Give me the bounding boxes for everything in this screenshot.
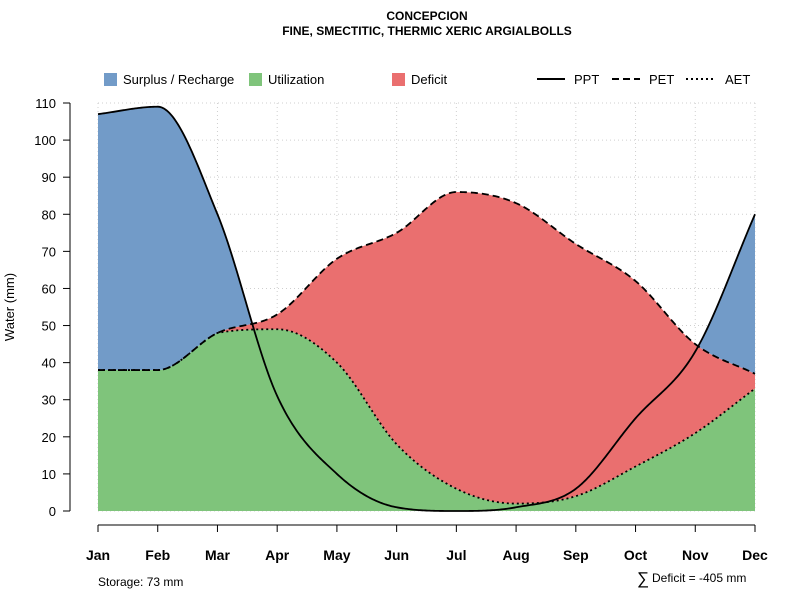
chart-title: CONCEPCION xyxy=(386,9,467,23)
x-tick-label: Apr xyxy=(265,547,290,563)
x-tick-label: Nov xyxy=(682,547,709,563)
x-tick-label: Aug xyxy=(502,547,529,563)
deficit-note: Deficit = -405 mm xyxy=(652,571,746,585)
x-tick-label: Feb xyxy=(145,547,170,563)
area-layer xyxy=(98,106,755,511)
legend-label-pet: PET xyxy=(649,72,674,87)
legend-label-surplus: Surplus / Recharge xyxy=(123,72,234,87)
utilization-area xyxy=(98,329,755,511)
legend-swatch-utilization xyxy=(249,73,262,86)
legend: Surplus / Recharge Utilization Deficit P… xyxy=(104,72,750,87)
y-tick-label: 100 xyxy=(34,133,56,148)
y-tick-label: 0 xyxy=(49,504,56,519)
y-axis-title: Water (mm) xyxy=(2,273,17,341)
x-tick-label: Dec xyxy=(742,547,768,563)
x-tick-label: Sep xyxy=(563,547,589,563)
line-layer xyxy=(97,105,756,512)
pet-line xyxy=(98,191,756,375)
x-tick-label: Jan xyxy=(86,547,110,563)
y-tick-label: 30 xyxy=(42,393,56,408)
y-tick-label: 60 xyxy=(42,281,56,296)
legend-swatch-deficit xyxy=(392,73,405,86)
x-tick-label: Jun xyxy=(384,547,409,563)
legend-label-utilization: Utilization xyxy=(268,72,324,87)
legend-label-ppt: PPT xyxy=(574,72,599,87)
y-tick-label: 110 xyxy=(35,96,56,111)
y-tick-label: 20 xyxy=(42,430,56,445)
chart-subtitle: FINE, SMECTITIC, THERMIC XERIC ARGIALBOL… xyxy=(282,24,572,38)
storage-note: Storage: 73 mm xyxy=(98,575,183,589)
x-tick-label: Oct xyxy=(624,547,648,563)
y-tick-label: 90 xyxy=(42,170,56,185)
y-tick-label: 80 xyxy=(42,207,56,222)
y-tick-label: 10 xyxy=(42,467,56,482)
surplus-area xyxy=(98,106,755,374)
deficit-symbol: ∑ xyxy=(637,569,649,588)
deficit-area xyxy=(98,192,755,504)
y-tick-label: 40 xyxy=(42,356,56,371)
axis-layer: 0 10 20 30 40 50 60 70 80 90 100 110 Jan Feb Mar Apr May… xyxy=(34,96,768,563)
x-tick-label: May xyxy=(323,547,350,563)
y-tick-label: 70 xyxy=(42,244,56,259)
x-tick-label: Mar xyxy=(205,547,230,563)
ppt-line xyxy=(97,105,756,512)
x-tick-label: Jul xyxy=(446,547,466,563)
legend-label-deficit: Deficit xyxy=(411,72,448,87)
legend-swatch-surplus xyxy=(104,73,117,86)
legend-label-aet: AET xyxy=(725,72,750,87)
y-tick-label: 50 xyxy=(42,319,56,334)
